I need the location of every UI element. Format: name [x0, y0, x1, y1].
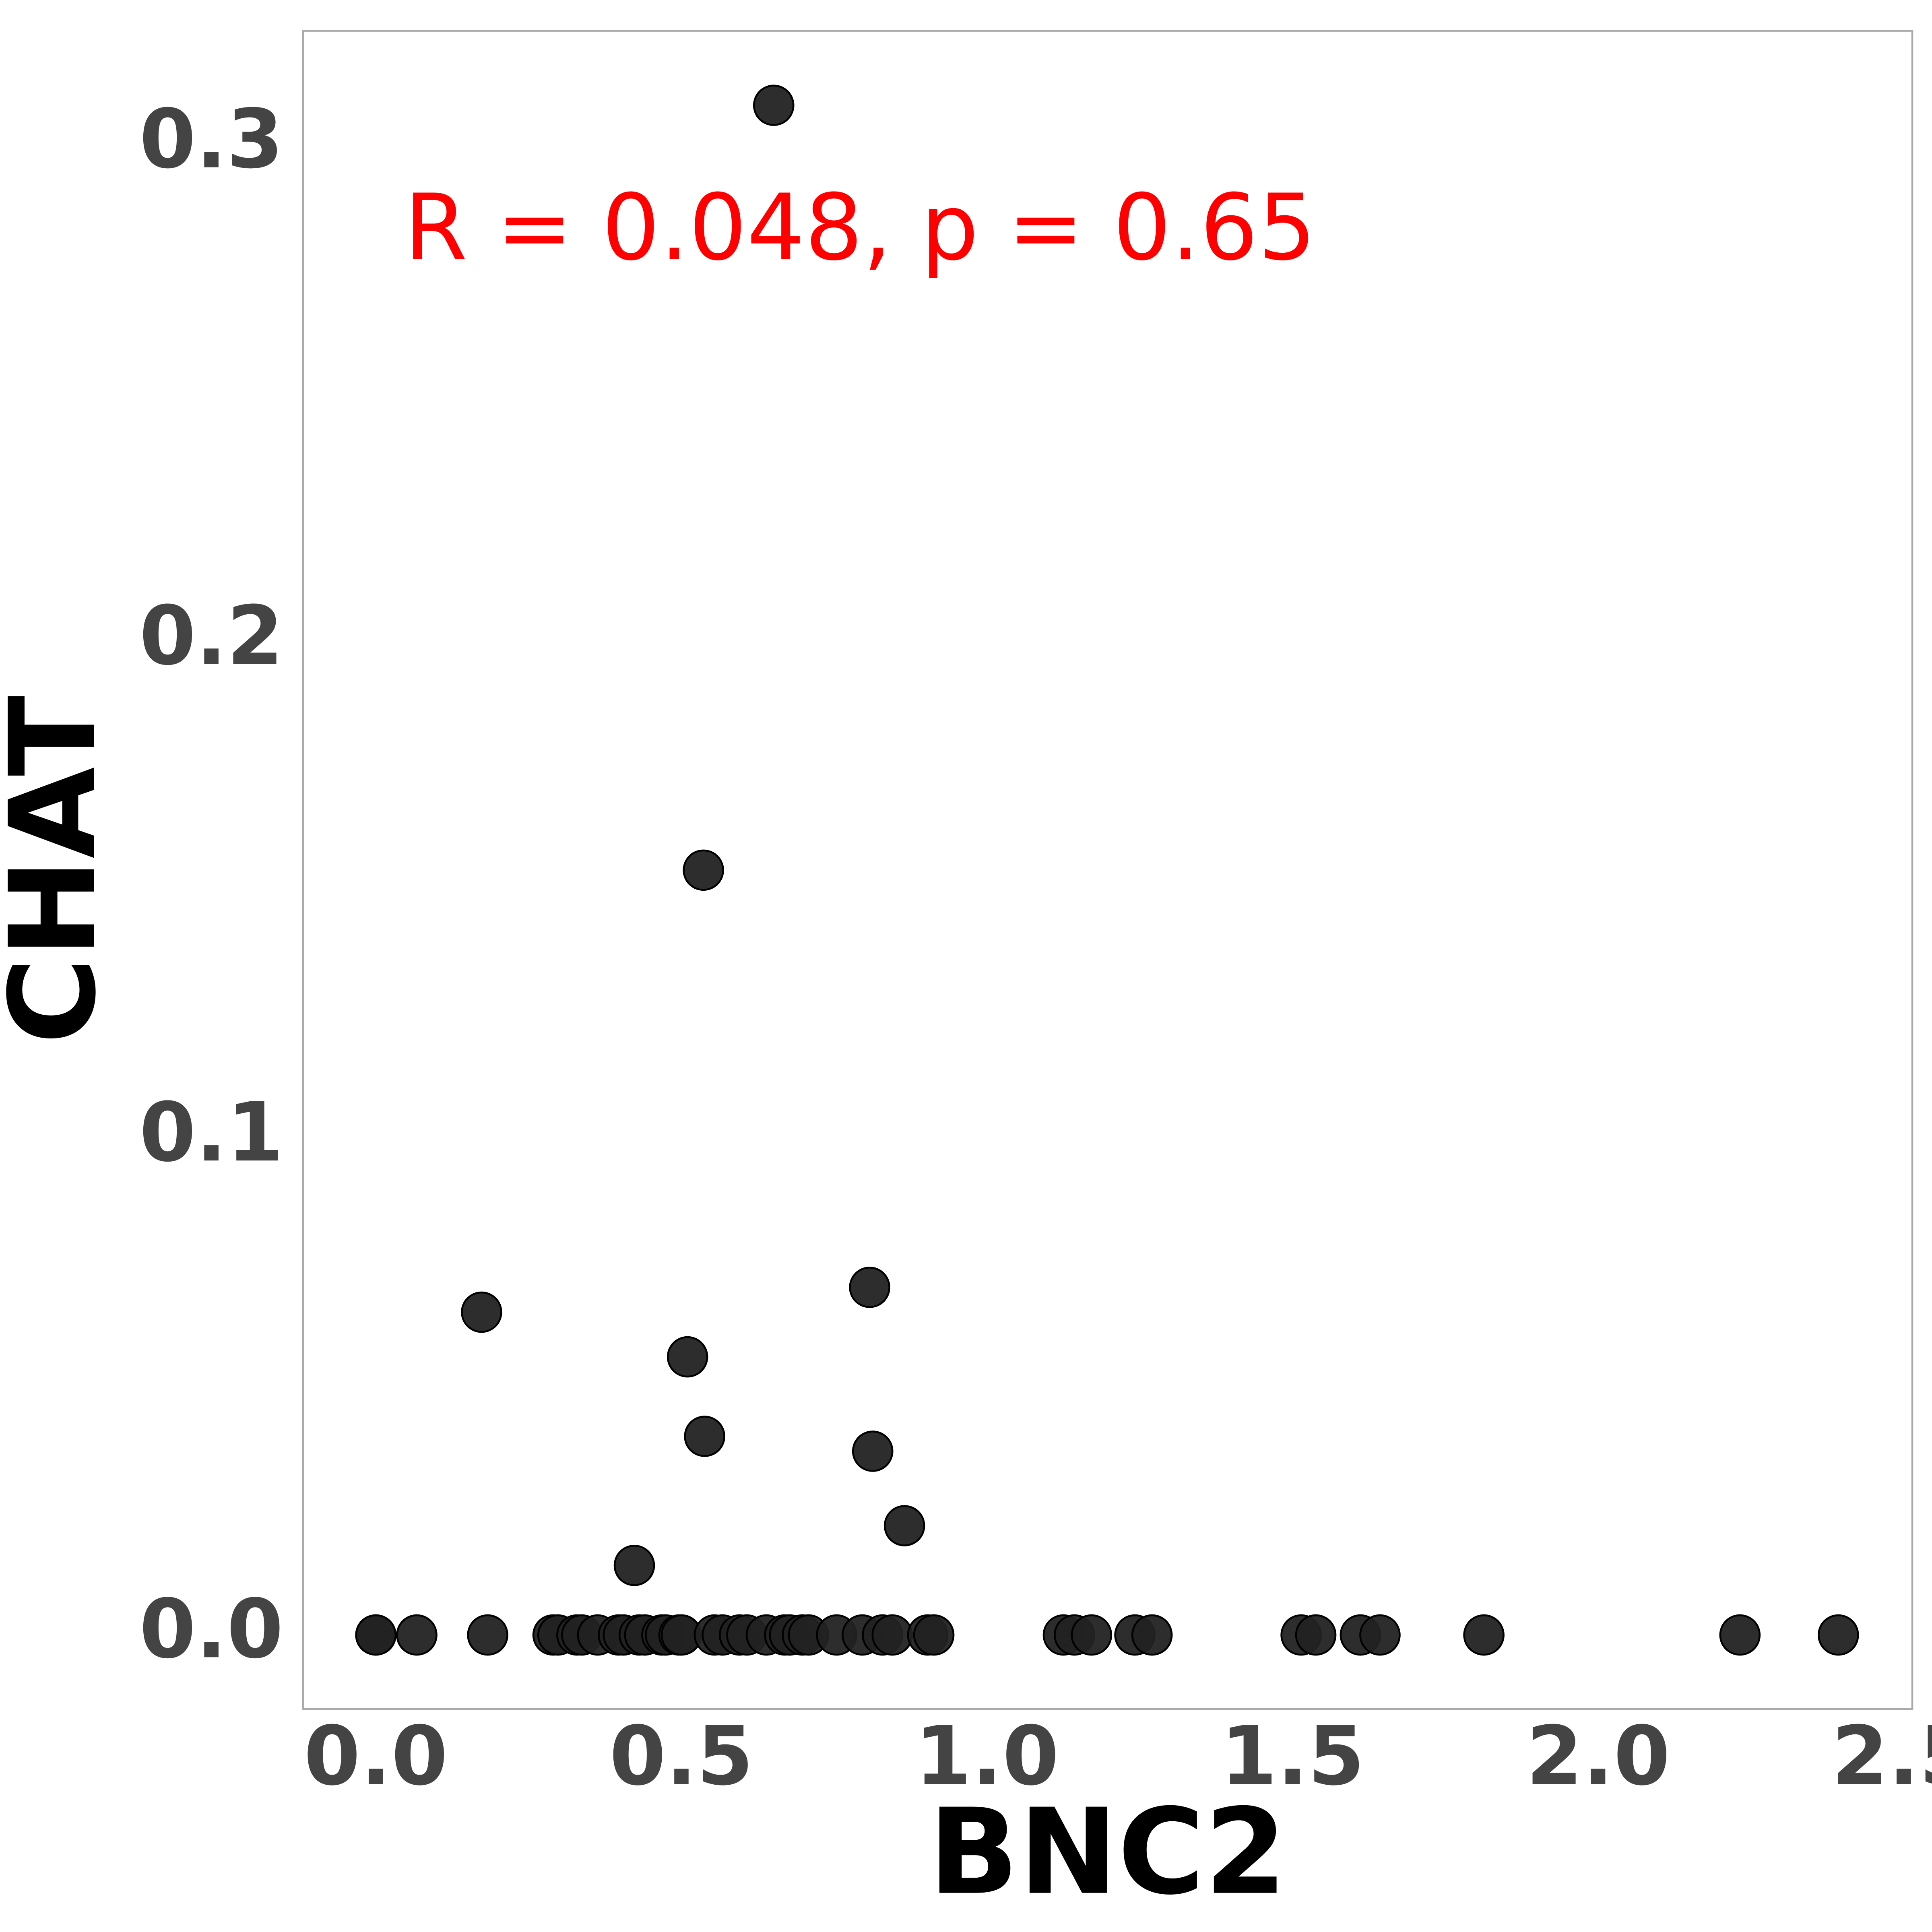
point — [852, 1430, 894, 1472]
point — [883, 1505, 925, 1546]
annotation: R = 0.048, p = 0.65 — [404, 175, 1316, 281]
point — [467, 1614, 508, 1656]
x-tick-label: 2.0 — [1526, 1709, 1670, 1804]
point — [1719, 1614, 1761, 1656]
point — [1359, 1614, 1401, 1656]
point — [1818, 1614, 1859, 1656]
y-tick-label: 0.2 — [139, 588, 283, 683]
point — [683, 849, 724, 891]
point — [613, 1545, 655, 1586]
x-tick-label: 2.5 — [1832, 1709, 1932, 1804]
plot-frame — [302, 30, 1913, 1710]
point — [913, 1614, 955, 1656]
x-axis-label: BNC2 — [929, 1783, 1287, 1921]
x-tick-label: 1.5 — [1220, 1709, 1364, 1804]
x-tick-label: 0.5 — [609, 1709, 753, 1804]
point — [1295, 1614, 1337, 1656]
point — [753, 85, 795, 126]
y-tick-label: 0.3 — [139, 91, 283, 186]
point — [1463, 1614, 1505, 1656]
x-tick-label: 1.0 — [915, 1709, 1059, 1804]
x-tick-label: 0.0 — [304, 1709, 448, 1804]
point — [684, 1416, 725, 1457]
y-tick-label: 0.1 — [139, 1085, 283, 1180]
y-axis-label: CHAT — [0, 695, 122, 1044]
point — [871, 1614, 913, 1656]
point — [1071, 1614, 1113, 1656]
point — [396, 1614, 438, 1656]
y-tick-label: 0.0 — [139, 1581, 283, 1676]
point — [461, 1291, 502, 1333]
point — [849, 1267, 890, 1308]
point — [355, 1614, 397, 1656]
point — [667, 1336, 708, 1378]
point — [1131, 1614, 1173, 1656]
